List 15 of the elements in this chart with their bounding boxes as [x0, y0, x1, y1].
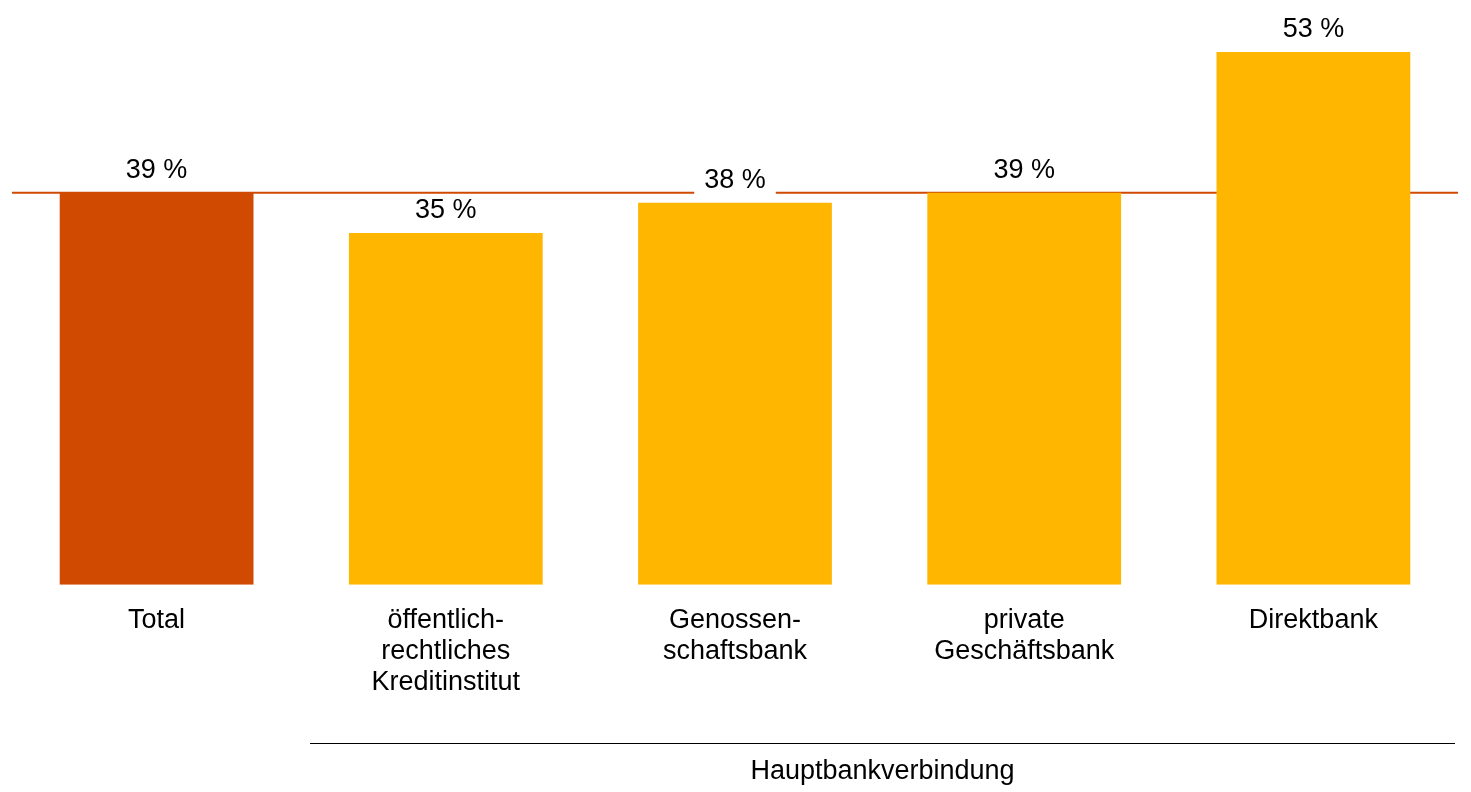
bar [927, 192, 1122, 585]
x-tick-label: Genossen- schaftsbank [662, 603, 808, 665]
text: Hauptbankverbindung [750, 755, 1015, 786]
bar [348, 232, 543, 585]
data-label: 53 % [1282, 12, 1345, 43]
data-label: 38 % [704, 163, 766, 194]
data-label: 39 % [125, 153, 188, 184]
x-tick-label: Direktbank [1248, 603, 1379, 634]
bar [1216, 52, 1411, 585]
bar [638, 202, 832, 585]
data-label: 35 % [415, 193, 477, 224]
x-tick-label: private Geschäftsbank [934, 603, 1115, 665]
x-tick-label: öffentlich- rechtliches Kreditinstitut [371, 603, 521, 696]
x-tick-label: Total [128, 603, 186, 634]
data-label: 39 % [993, 153, 1055, 184]
